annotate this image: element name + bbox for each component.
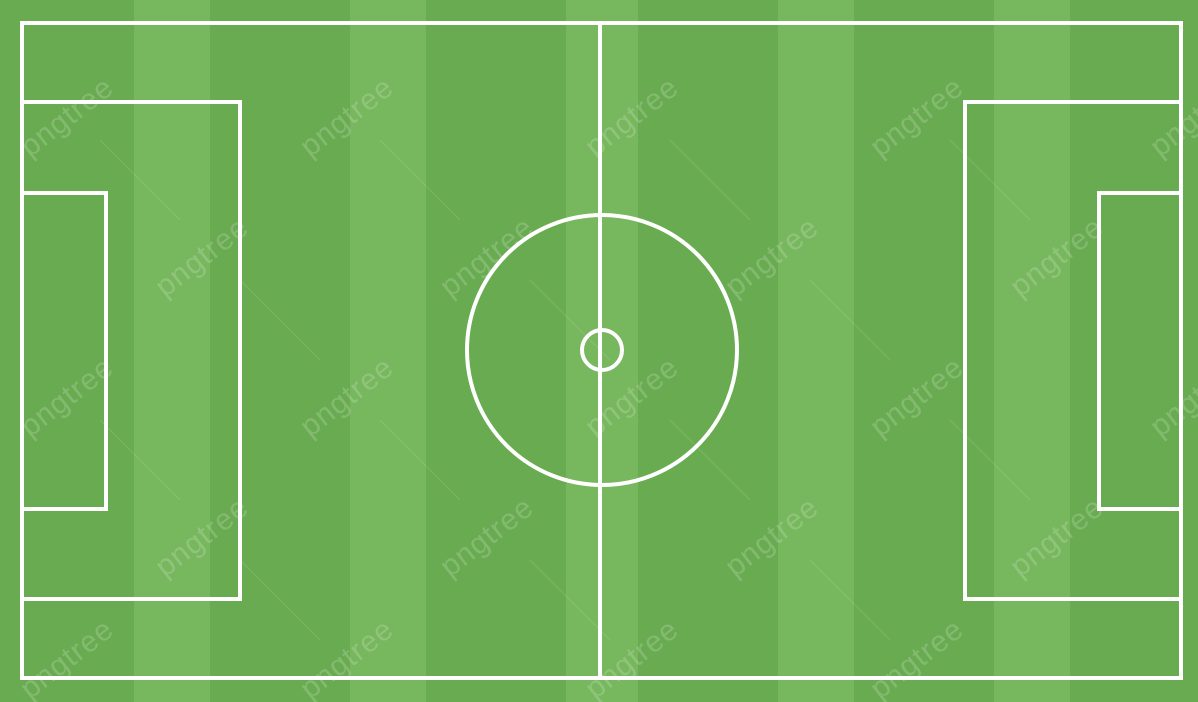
watermark-lines xyxy=(99,139,1031,641)
grass-stripe xyxy=(994,0,1070,702)
grass-stripe xyxy=(134,0,210,702)
grass-stripe xyxy=(778,0,854,702)
field-markings xyxy=(20,21,1183,680)
right-goal-area xyxy=(1097,191,1183,511)
left-goal-area xyxy=(20,191,108,511)
grass-stripe xyxy=(350,0,426,702)
center-spot xyxy=(580,328,624,372)
center-circle xyxy=(465,213,739,487)
